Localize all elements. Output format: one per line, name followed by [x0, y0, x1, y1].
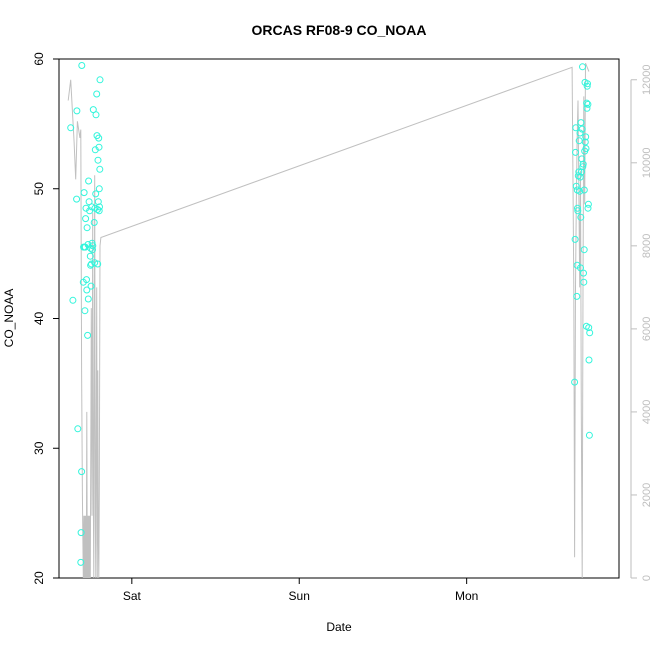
- data-point: [586, 329, 594, 337]
- series-line: [67, 63, 590, 579]
- data-point: [580, 269, 587, 277]
- data-point: [87, 282, 95, 290]
- y-tick-label: 40: [32, 312, 46, 326]
- data-point: [572, 124, 580, 132]
- data-point: [578, 155, 586, 163]
- data-point: [577, 119, 585, 127]
- data-point: [582, 133, 590, 141]
- data-point: [94, 260, 102, 268]
- data-point: [580, 186, 588, 194]
- data-point: [80, 189, 88, 197]
- data-point: [580, 246, 588, 254]
- data-point: [580, 278, 588, 286]
- data-point: [85, 177, 93, 185]
- x-axis-label: Date: [326, 620, 352, 634]
- data-point: [92, 111, 100, 119]
- data-point: [84, 295, 92, 303]
- data-point: [69, 296, 77, 304]
- data-point: [83, 276, 90, 284]
- data-point: [585, 431, 593, 439]
- data-point: [74, 425, 82, 433]
- chart-title: ORCAS RF08-9 CO_NOAA: [251, 22, 426, 38]
- data-point: [585, 324, 593, 332]
- data-point: [583, 99, 591, 107]
- data-point: [576, 173, 584, 181]
- x-tick-label: Sat: [123, 589, 142, 603]
- y-axis-label: CO_NOAA: [2, 289, 16, 348]
- data-point: [83, 286, 91, 294]
- data-point: [94, 156, 102, 164]
- right-axis-tick-label: 0: [641, 575, 650, 581]
- right-axis-tick-label: 4000: [641, 400, 650, 424]
- data-point: [584, 80, 591, 88]
- data-point: [574, 204, 581, 212]
- data-point: [96, 203, 103, 211]
- data-point: [579, 163, 587, 171]
- x-tick-label: Mon: [455, 589, 478, 603]
- data-point: [584, 204, 592, 212]
- data-point: [96, 165, 104, 173]
- data-point: [84, 331, 92, 339]
- data-point: [95, 185, 103, 193]
- right-axis-tick-label: 8000: [641, 234, 650, 258]
- data-point: [82, 215, 90, 223]
- data-point: [579, 63, 586, 71]
- data-point: [577, 264, 584, 272]
- data-point: [92, 190, 100, 198]
- y-tick-label: 20: [32, 571, 46, 585]
- data-point: [583, 104, 591, 112]
- right-axis-tick-label: 12000: [641, 64, 650, 95]
- data-point: [73, 107, 81, 115]
- data-point: [579, 160, 587, 168]
- data-point: [86, 252, 94, 260]
- data-point: [81, 307, 89, 315]
- data-point: [93, 90, 101, 98]
- data-point: [95, 207, 103, 215]
- data-point: [73, 195, 81, 203]
- data-point: [583, 82, 591, 90]
- data-point: [67, 124, 75, 132]
- data-point: [577, 213, 585, 221]
- data-point: [575, 168, 583, 176]
- data-point: [96, 76, 104, 84]
- data-point: [86, 207, 94, 215]
- data-point: [573, 292, 581, 300]
- right-axis-tick-label: 10000: [641, 148, 650, 179]
- data-point: [574, 207, 582, 215]
- plot-layer: 20 30 40 50 60 Sat Sun Mon 0 2000 4000 6000 8000 1000…: [32, 52, 650, 603]
- data-point: [572, 148, 579, 156]
- data-point: [78, 468, 86, 476]
- data-point: [88, 203, 96, 211]
- data-point: [90, 219, 98, 226]
- right-axis-tick-label: 6000: [641, 317, 650, 341]
- data-point: [89, 242, 97, 250]
- data-point: [95, 143, 103, 151]
- data-point: [572, 182, 580, 190]
- data-point: [571, 378, 579, 386]
- data-point: [585, 356, 593, 364]
- data-point: [578, 125, 586, 133]
- y-tick-label: 60: [32, 52, 46, 66]
- data-point: [77, 558, 85, 566]
- data-point: [77, 529, 85, 537]
- x-tick-label: Sun: [289, 589, 310, 603]
- right-axis-tick-label: 2000: [641, 483, 650, 507]
- data-point: [83, 224, 91, 232]
- data-point: [576, 129, 584, 137]
- data-point: [571, 235, 579, 243]
- data-point: [584, 200, 592, 208]
- data-point: [89, 246, 96, 254]
- y-tick-label: 30: [32, 441, 46, 455]
- data-point: [576, 187, 584, 195]
- data-point: [584, 100, 592, 108]
- data-point: [582, 145, 590, 152]
- data-point: [578, 168, 585, 176]
- data-point: [94, 198, 102, 206]
- data-point: [95, 134, 103, 142]
- y-tick-label: 50: [32, 182, 46, 196]
- data-point: [581, 138, 589, 146]
- data-point: [78, 62, 86, 69]
